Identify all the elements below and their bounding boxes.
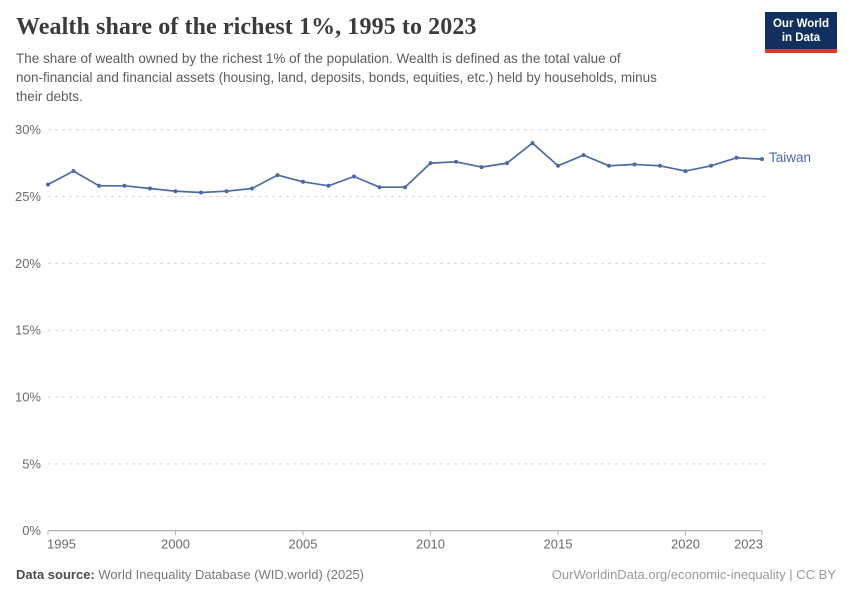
owid-logo-line1: Our World [772, 18, 829, 30]
data-point-marker[interactable] [148, 186, 152, 191]
footer-url-license: OurWorldinData.org/economic-inequality |… [551, 567, 836, 582]
data-point-marker[interactable] [505, 161, 509, 166]
x-axis-tick-label: 2005 [289, 537, 318, 552]
data-point-marker[interactable] [250, 186, 254, 191]
data-point-marker[interactable] [760, 157, 764, 162]
data-point-marker[interactable] [709, 163, 713, 168]
y-axis-tick-label: 5% [22, 456, 41, 471]
owid-logo[interactable]: Our World in Data [764, 12, 837, 53]
subtitle-line: their debts. [16, 89, 83, 104]
data-point-marker[interactable] [607, 163, 611, 168]
data-point-marker[interactable] [97, 183, 101, 188]
data-source-text: World Inequality Database (WID.world) (2… [94, 567, 365, 582]
data-source-label: Data source: [16, 567, 95, 582]
x-axis-tick-label: 2000 [161, 537, 190, 552]
data-point-marker[interactable] [632, 162, 637, 167]
data-point-marker[interactable] [199, 190, 203, 195]
data-point-marker[interactable] [734, 155, 739, 160]
data-point-marker[interactable] [224, 189, 229, 194]
data-point-marker[interactable] [377, 185, 382, 190]
chart-header: Wealth share of the richest 1%, 1995 to … [16, 14, 756, 106]
data-point-marker[interactable] [683, 169, 688, 174]
data-point-marker[interactable] [122, 183, 127, 188]
x-axis-tick-label: 2020 [671, 537, 700, 552]
subtitle-line: The share of wealth owned by the richest… [16, 51, 621, 66]
trend-line-taiwan [47, 142, 763, 194]
x-axis-tick-label: 1995 [47, 537, 76, 552]
data-point-marker[interactable] [454, 159, 458, 164]
subtitle-line: non-financial and financial assets (hous… [16, 70, 657, 85]
x-axis-tick-label: 2023 [734, 537, 763, 552]
data-point-marker[interactable] [275, 173, 280, 178]
data-point-marker[interactable] [479, 165, 484, 170]
y-axis-tick-label: 30% [15, 122, 41, 137]
data-point-marker[interactable] [352, 174, 356, 179]
y-axis-tick-label: 10% [15, 390, 41, 405]
data-point-marker[interactable] [46, 182, 50, 187]
y-axis-tick-label: 15% [15, 323, 41, 338]
data-point-marker[interactable] [301, 179, 305, 184]
page-title: Wealth share of the richest 1%, 1995 to … [16, 14, 477, 40]
data-point-marker[interactable] [326, 183, 331, 188]
data-point-marker[interactable] [173, 189, 178, 194]
data-point-marker[interactable] [581, 153, 586, 158]
data-point-marker[interactable] [71, 169, 76, 174]
chart-footer: Data source: World Inequality Database (… [16, 567, 836, 582]
y-axis-tick-label: 0% [22, 523, 41, 538]
data-point-marker[interactable] [403, 185, 407, 190]
y-axis-tick-label: 25% [15, 189, 41, 204]
data-point-marker[interactable] [556, 163, 560, 168]
data-point-marker[interactable] [428, 161, 433, 166]
x-axis-tick-label: 2015 [544, 537, 573, 552]
data-point-marker[interactable] [658, 163, 662, 168]
data-point-marker[interactable] [530, 141, 535, 146]
x-axis-tick-label: 2010 [416, 537, 445, 552]
line-chart[interactable]: 0% 5% 10% 15% 20% 25% 30% 1995 2000 2005 2010 2015 2… [0, 100, 850, 560]
y-axis-tick-label: 20% [15, 256, 41, 271]
owid-logo-line2: in Data [781, 32, 821, 44]
series-label-taiwan[interactable]: Taiwan [769, 150, 812, 166]
chart-subtitle: The share of wealth owned by the richest… [16, 49, 756, 106]
